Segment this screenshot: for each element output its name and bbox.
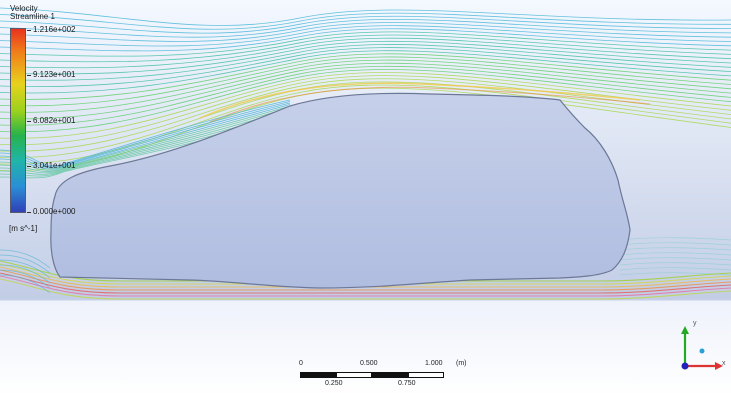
- streamline: [0, 40, 731, 75]
- streamline: [0, 62, 731, 120]
- y-axis-arrowhead: [681, 326, 689, 334]
- triad-y-label: y: [693, 320, 697, 327]
- ground-region: [0, 300, 731, 396]
- streamline: [0, 44, 731, 81]
- streamline: [0, 22, 731, 42]
- streamline: [619, 242, 731, 246]
- color-legend-bar: [10, 28, 26, 213]
- triad-x-label: x: [722, 360, 726, 367]
- streamline: [0, 99, 291, 167]
- legend-title-line1: Velocity: [10, 4, 38, 13]
- streamline: [619, 257, 731, 261]
- streamline: [0, 269, 51, 289]
- scale-label: 1.000: [425, 360, 443, 367]
- streamline: [0, 259, 51, 279]
- streamline: [0, 28, 731, 52]
- streamline: [0, 12, 731, 30]
- streamline: [0, 7, 731, 26]
- z-axis-marker: [699, 348, 705, 354]
- streamline: [0, 53, 731, 100]
- streamline: [619, 262, 731, 266]
- scale-label: 0.250: [325, 380, 343, 387]
- streamline: [0, 69, 731, 133]
- legend-tick: [27, 30, 31, 31]
- scale-label: 0.500: [360, 360, 378, 367]
- axis-triad: [681, 326, 723, 370]
- legend-label-min: 0.000e+000: [33, 207, 76, 216]
- streamline: [619, 267, 731, 271]
- streamline: [619, 272, 731, 276]
- legend-title-line2: Streamline 1: [10, 12, 55, 21]
- scale-unit: (m): [456, 360, 467, 367]
- streamline: [0, 104, 291, 170]
- legend-title: Velocity Streamline 1: [10, 5, 55, 21]
- x-axis-arrowhead: [715, 362, 723, 370]
- streamline: [0, 269, 731, 291]
- streamline: [0, 254, 51, 274]
- legend-label-1: 3.041e+001: [33, 161, 76, 170]
- legend-tick: [27, 75, 31, 76]
- streamline: [619, 252, 731, 256]
- streamline: [0, 47, 731, 88]
- legend-label-max: 1.216e+002: [33, 25, 76, 34]
- streamline: [0, 107, 291, 172]
- streamline: [0, 34, 731, 63]
- legend-tick: [27, 212, 31, 213]
- streamline: [0, 59, 731, 113]
- streamline: [0, 272, 731, 294]
- streamline: [0, 275, 731, 297]
- streamline: [0, 264, 51, 284]
- streamline: [0, 65, 731, 126]
- streamline: [0, 75, 731, 146]
- z-axis-dot: [681, 362, 689, 370]
- streamline: [0, 56, 731, 107]
- streamline: [0, 31, 731, 57]
- streamline: [0, 25, 731, 47]
- scale-segment: [336, 372, 372, 378]
- streamline: [0, 249, 51, 269]
- streamline: [0, 50, 731, 94]
- scale-label: 0.750: [398, 380, 416, 387]
- vehicle-body: [50, 92, 631, 289]
- legend-label-2: 6.082e+001: [33, 116, 76, 125]
- legend-unit: [m s^-1]: [9, 224, 38, 233]
- scale-segment: [300, 372, 336, 378]
- scale-segment: [372, 372, 408, 378]
- streamline: [0, 102, 291, 169]
- streamline: [0, 37, 731, 69]
- streamline: [0, 72, 731, 139]
- streamline: [619, 237, 731, 241]
- streamline: [0, 108, 291, 174]
- streamline: [0, 278, 731, 300]
- streamline: [619, 247, 731, 251]
- legend-tick: [27, 166, 31, 167]
- streamline: [0, 15, 731, 34]
- legend-label-3: 9.123e+001: [33, 70, 76, 79]
- streamline: [0, 78, 731, 152]
- streamline: [199, 82, 641, 119]
- streamline: [0, 110, 291, 175]
- streamline: [209, 86, 651, 123]
- legend-tick: [27, 121, 31, 122]
- scale-segment: [408, 372, 444, 378]
- streamline: [0, 101, 291, 168]
- streamline: [0, 274, 51, 294]
- scale-label: 0: [299, 360, 303, 367]
- streamline: [0, 18, 731, 38]
